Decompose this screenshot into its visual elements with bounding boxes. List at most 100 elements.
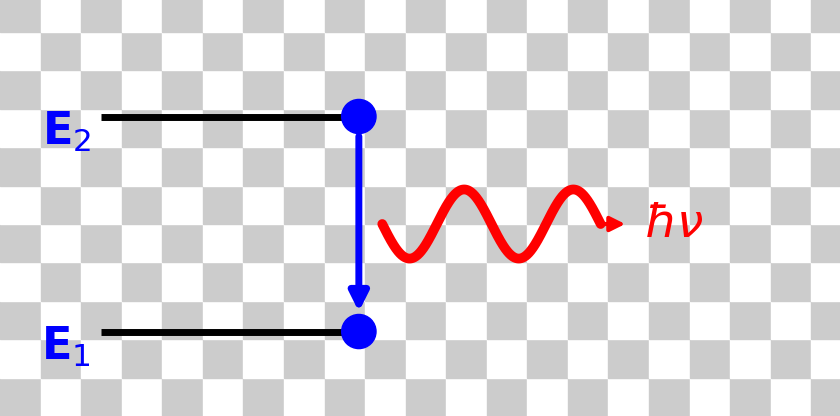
Bar [528,339,568,378]
Bar [244,32,284,70]
Bar [81,301,122,339]
Bar [122,0,162,32]
Bar [608,339,649,378]
Bar [202,32,244,70]
Bar [608,378,649,416]
Ellipse shape [342,99,376,134]
Bar [446,224,487,262]
Bar [811,70,840,109]
Bar [811,378,840,416]
Bar [244,186,284,224]
Bar [324,70,365,109]
Bar [0,0,40,32]
Bar [122,339,162,378]
Bar [608,224,649,262]
Bar [730,301,771,339]
Bar [528,109,568,147]
Bar [730,32,771,70]
Bar [365,224,406,262]
Bar [811,262,840,301]
Bar [122,186,162,224]
Bar [365,262,406,301]
Bar [649,186,690,224]
Bar [0,186,40,224]
Bar [690,339,730,378]
Bar [324,301,365,339]
Bar [771,339,811,378]
Bar [284,147,324,186]
Bar [324,0,365,32]
Bar [122,70,162,109]
Bar [244,224,284,262]
Bar [487,147,528,186]
Bar [446,339,487,378]
Bar [162,339,202,378]
Bar [649,262,690,301]
Bar [690,186,730,224]
Bar [324,262,365,301]
Bar [690,224,730,262]
Bar [446,32,487,70]
Bar [528,0,568,32]
Bar [324,186,365,224]
Bar [811,0,840,32]
Bar [771,262,811,301]
Bar [487,339,528,378]
Bar [771,186,811,224]
Bar [771,378,811,416]
Bar [81,109,122,147]
Bar [568,32,608,70]
Bar [365,0,406,32]
Bar [81,32,122,70]
Bar [244,301,284,339]
Bar [0,70,40,109]
Bar [324,339,365,378]
Bar [324,378,365,416]
Bar [649,32,690,70]
Bar [162,262,202,301]
Bar [568,109,608,147]
Bar [81,224,122,262]
Bar [40,32,81,70]
Bar [446,378,487,416]
Bar [406,70,446,109]
Bar [81,339,122,378]
Bar [202,339,244,378]
Bar [528,301,568,339]
Bar [284,32,324,70]
Bar [244,0,284,32]
Bar [81,186,122,224]
Bar [244,147,284,186]
Bar [406,109,446,147]
Bar [122,378,162,416]
Bar [284,224,324,262]
Bar [690,147,730,186]
Bar [690,109,730,147]
Bar [122,147,162,186]
Bar [487,378,528,416]
Bar [487,109,528,147]
Bar [730,224,771,262]
Bar [568,147,608,186]
Bar [81,70,122,109]
Bar [487,224,528,262]
Bar [40,339,81,378]
Bar [0,378,40,416]
Bar [811,224,840,262]
Bar [406,186,446,224]
Bar [811,109,840,147]
Bar [528,224,568,262]
Ellipse shape [342,314,376,349]
Bar [202,0,244,32]
Bar [568,301,608,339]
Bar [771,147,811,186]
Bar [0,262,40,301]
Bar [568,224,608,262]
Bar [284,339,324,378]
Bar [487,0,528,32]
Bar [324,32,365,70]
Bar [608,70,649,109]
Bar [406,224,446,262]
Bar [0,339,40,378]
Bar [649,147,690,186]
